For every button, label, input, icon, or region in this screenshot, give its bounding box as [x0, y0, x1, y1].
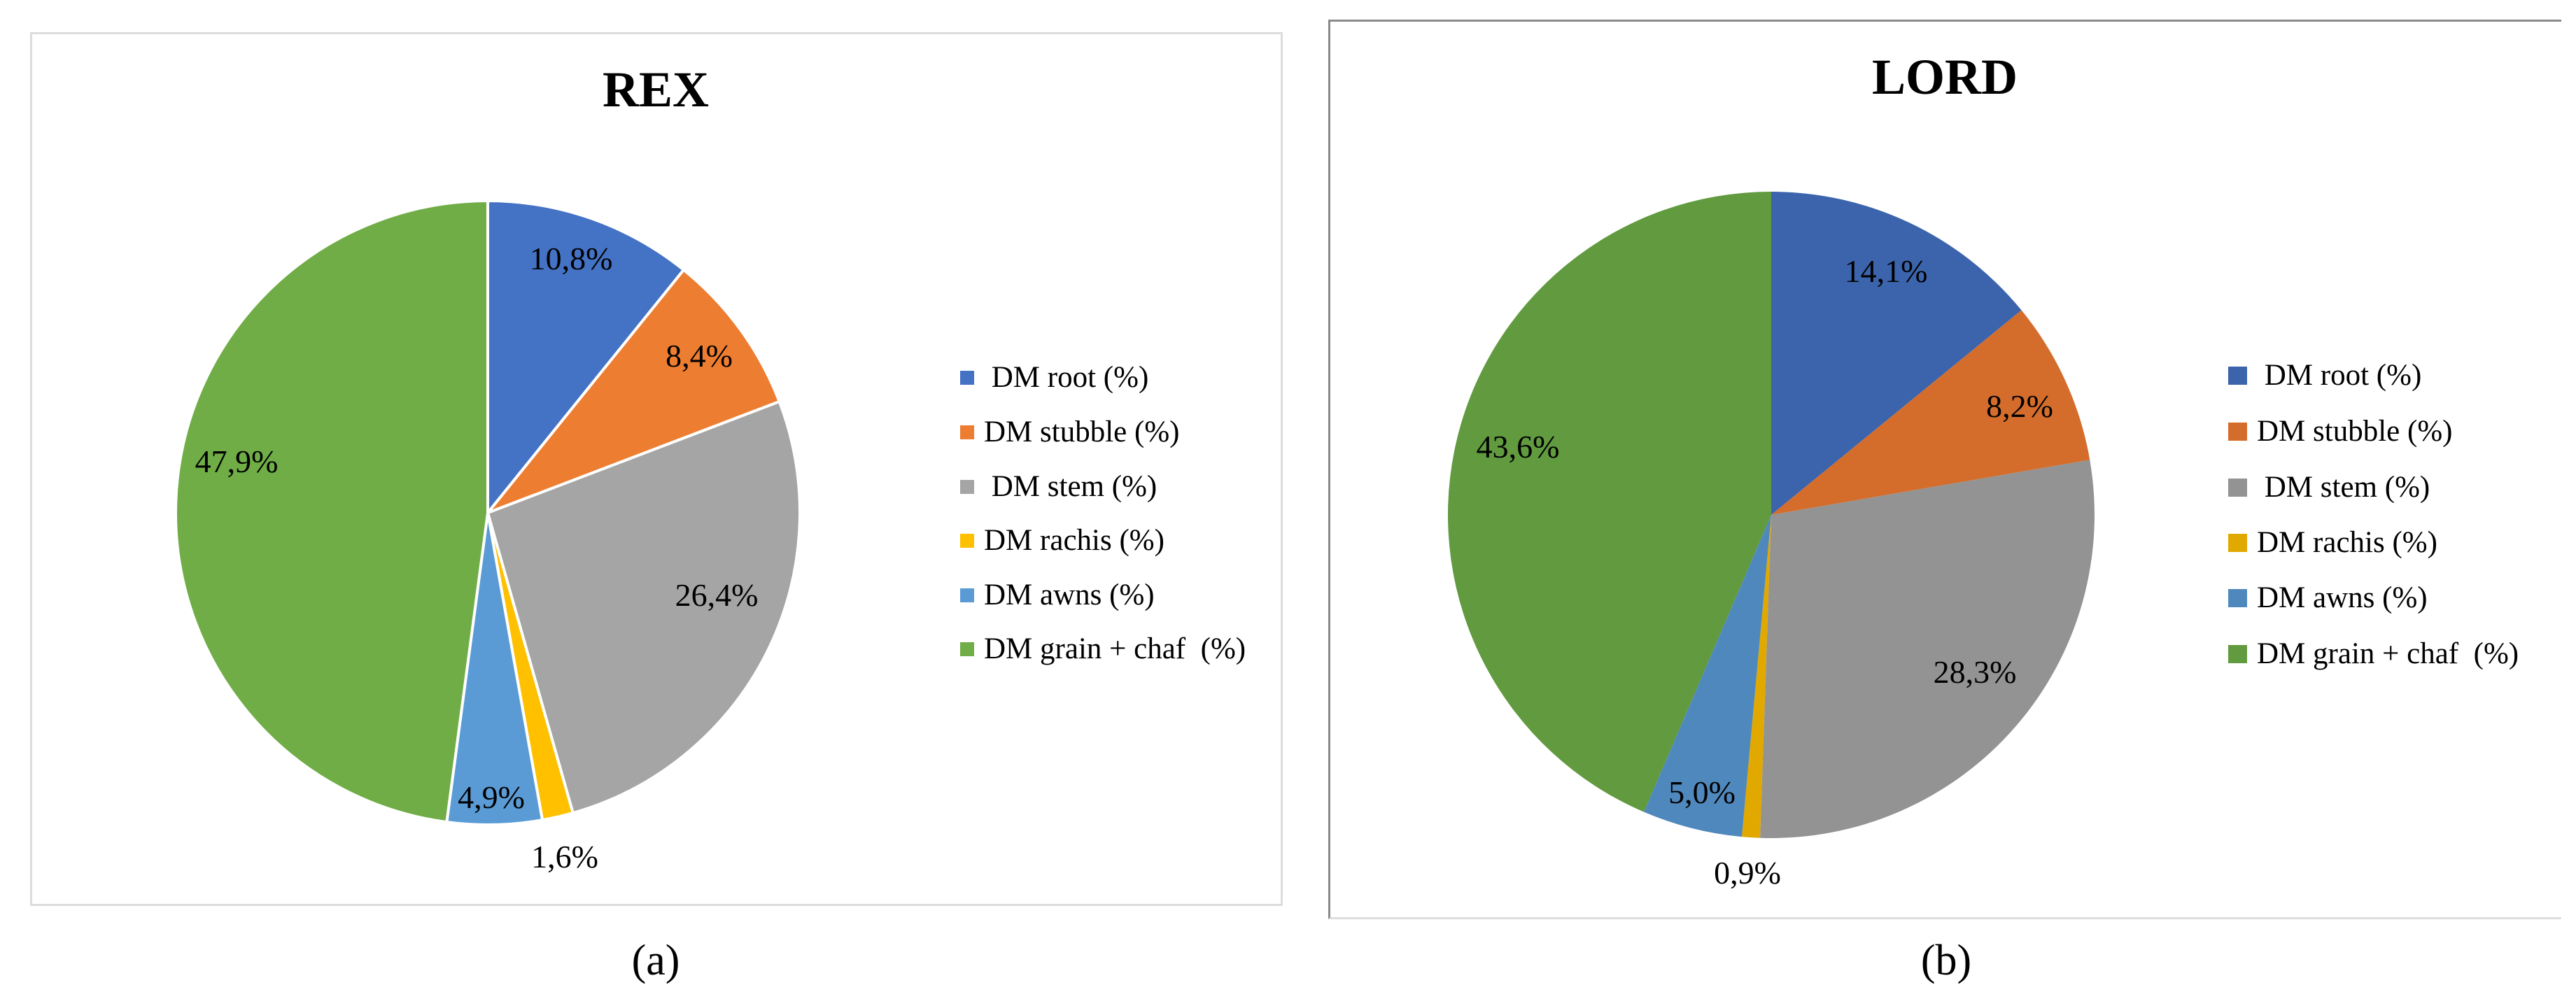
legend-swatch-icon	[960, 533, 974, 548]
legend-item-rachis: DM rachis (%)	[960, 525, 1164, 555]
figure-caption-a: (a)	[631, 937, 680, 984]
slice-label-stubble: 8,4%	[666, 338, 733, 374]
slice-label-grain-chaf: 43,6%	[1476, 429, 1560, 465]
legend-label: DM root (%)	[984, 361, 1149, 394]
legend-label: DM grain + chaf (%)	[2257, 637, 2519, 670]
legend-swatch-icon	[960, 588, 974, 602]
slice-label-rachis: 0,9%	[1714, 855, 1781, 891]
legend-item-awns: DM awns (%)	[960, 580, 1155, 610]
pie-slice	[486, 268, 781, 514]
legend-swatch-icon	[960, 479, 974, 494]
slice-label-awns: 4,9%	[458, 779, 525, 816]
pie-slice	[1447, 192, 1771, 812]
legend-item-rachis: DM rachis (%)	[2228, 527, 2437, 558]
legend-label: DM rachis (%)	[2257, 526, 2437, 559]
pie-slice	[1760, 460, 2095, 839]
slice-label-root: 14,1%	[1844, 253, 1928, 290]
legend-item-grain-chaf: DM grain + chaf (%)	[960, 634, 1246, 664]
slice-label-stem: 26,4%	[675, 577, 759, 614]
pie-slice	[174, 199, 489, 824]
legend-label: DM awns (%)	[984, 579, 1155, 611]
legend-label: DM stem (%)	[2257, 471, 2430, 504]
legend-swatch-icon	[960, 370, 974, 385]
legend-item-grain-chaf: DM grain + chaf (%)	[2228, 639, 2519, 669]
legend-item-stubble: DM stubble (%)	[960, 417, 1179, 447]
legend-swatch-icon	[2228, 588, 2247, 607]
legend-swatch-icon	[2228, 533, 2247, 552]
legend-item-awns: DM awns (%)	[2228, 583, 2428, 613]
legend-item-root: DM root (%)	[960, 362, 1148, 392]
legend-label: DM stubble (%)	[984, 416, 1180, 448]
slice-label-root: 10,8%	[529, 241, 613, 277]
pie-slice	[1644, 515, 1771, 837]
pie-slice	[1771, 310, 2090, 515]
slice-label-rachis: 1,6%	[531, 839, 598, 875]
legend-swatch-icon	[960, 642, 974, 656]
chart-title-rex: REX	[602, 62, 710, 118]
legend-item-stem: DM stem (%)	[2228, 472, 2430, 502]
legend-label: DM rachis (%)	[984, 524, 1164, 557]
pie-slice	[486, 199, 685, 514]
slice-label-grain-chaf: 47,9%	[195, 444, 279, 480]
legend-swatch-icon	[960, 425, 974, 439]
chart-title-lord: LORD	[1871, 49, 2018, 105]
legend-label: DM awns (%)	[2257, 581, 2428, 614]
slice-label-stem: 28,3%	[1933, 654, 2017, 690]
legend-swatch-icon	[2228, 422, 2247, 441]
legend-swatch-icon	[2228, 644, 2247, 663]
pie-slice	[1742, 515, 1771, 838]
legend-item-root: DM root (%)	[2228, 360, 2421, 390]
legend-label: DM stem (%)	[984, 470, 1157, 503]
legend-swatch-icon	[2228, 366, 2247, 385]
legend-item-stem: DM stem (%)	[960, 472, 1157, 502]
slice-label-stubble: 8,2%	[1986, 388, 2053, 425]
legend-label: DM grain + chaf (%)	[984, 632, 1246, 665]
legend-label: DM stubble (%)	[2257, 415, 2453, 448]
legend-swatch-icon	[2228, 478, 2247, 497]
pie-slice	[486, 400, 801, 815]
pie-slice	[1771, 192, 2022, 515]
figure-caption-b: (b)	[1920, 937, 1972, 984]
legend-item-stubble: DM stubble (%)	[2228, 416, 2452, 446]
slice-label-awns: 5,0%	[1668, 774, 1736, 811]
legend-label: DM root (%)	[2257, 359, 2422, 392]
